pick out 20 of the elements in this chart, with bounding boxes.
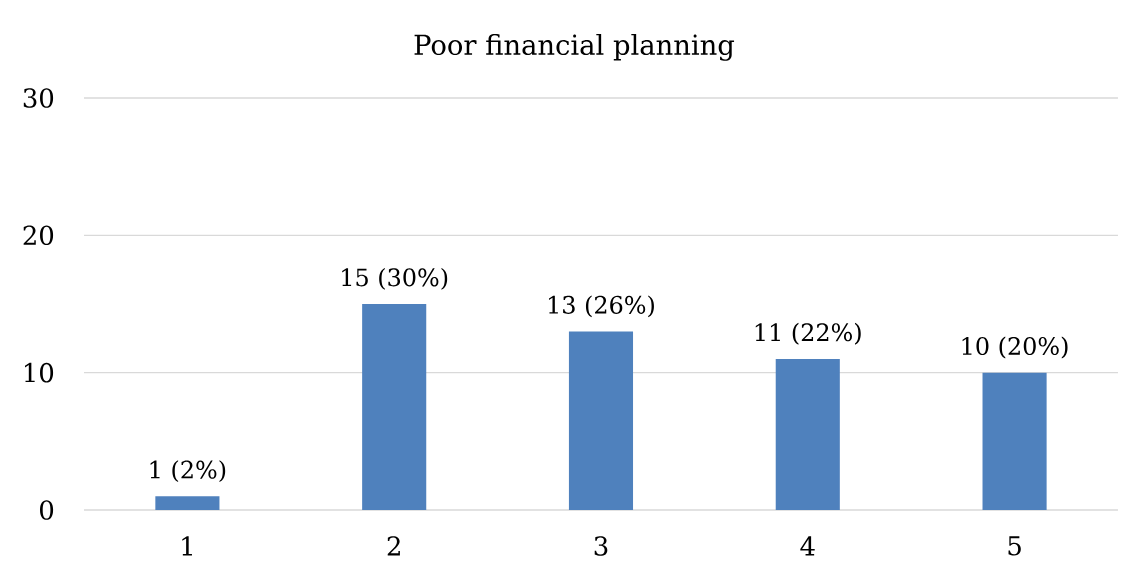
bar [775, 358, 840, 510]
x-tick-label: 2 [387, 536, 400, 556]
y-tick-label: 0 [40, 500, 54, 520]
x-tick-label: 5 [1008, 536, 1021, 556]
bar [155, 496, 220, 510]
chart-title: Poor financial planning [414, 33, 735, 61]
data-label: 15 (30%) [342, 267, 448, 290]
x-tick-label: 3 [594, 536, 608, 556]
data-label: 11 (22%) [755, 322, 861, 345]
bar [982, 372, 1047, 510]
x-tick-label: 4 [800, 536, 815, 556]
y-tick-label: 10 [25, 362, 54, 383]
x-tick-label: 1 [182, 536, 192, 556]
bar [568, 331, 634, 510]
data-label: 13 (26%) [548, 295, 654, 318]
data-label: 1 (2%) [150, 460, 226, 483]
data-label: 10 (20%) [962, 336, 1068, 359]
bar [362, 304, 427, 510]
y-tick-label: 30 [23, 88, 54, 108]
y-tick-label: 20 [23, 225, 54, 246]
